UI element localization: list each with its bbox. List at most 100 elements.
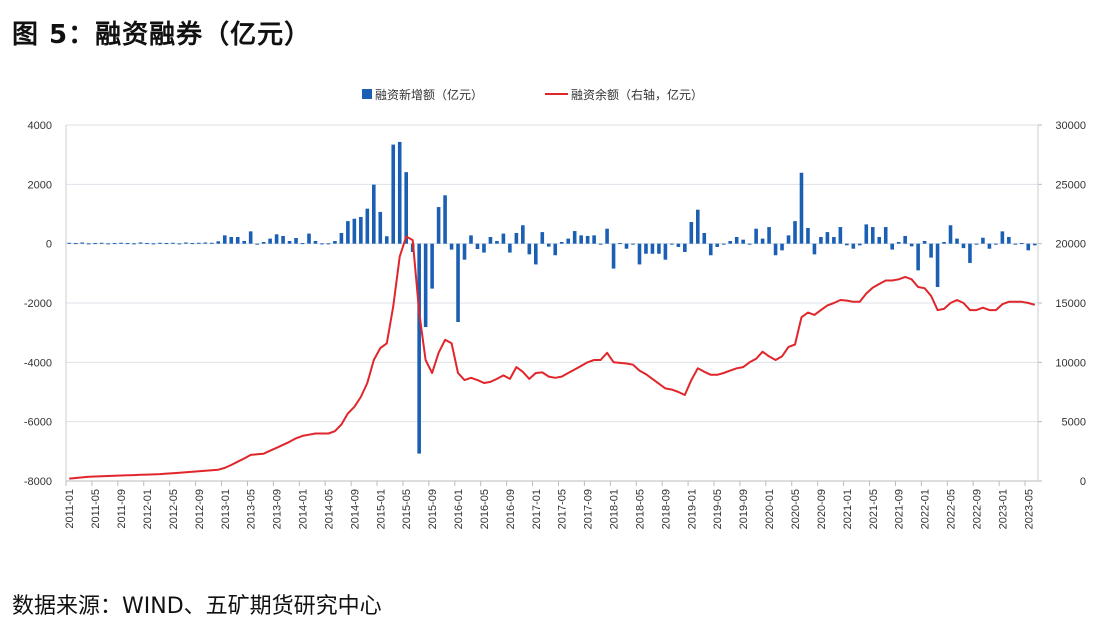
x-tick-label: 2018-01 — [609, 489, 621, 529]
bar — [961, 243, 966, 249]
bar — [786, 235, 791, 244]
bar — [922, 240, 927, 244]
bar — [177, 243, 182, 245]
bar — [93, 243, 97, 245]
x-tick-label: 2022-09 — [971, 489, 983, 529]
y-left-tick-label: -2000 — [24, 298, 52, 310]
y-right-tick-label: 10000 — [1055, 357, 1086, 369]
bar — [974, 243, 979, 245]
x-tick-label: 2014-01 — [298, 489, 310, 529]
bar — [540, 232, 545, 244]
bar — [598, 243, 603, 245]
x-tick-label: 2021-09 — [894, 489, 906, 529]
bar — [825, 232, 830, 244]
bar — [741, 239, 745, 244]
bar — [125, 243, 130, 245]
bar — [864, 224, 869, 244]
x-tick-label: 2022-01 — [920, 489, 932, 529]
x-tick-label: 2012-05 — [168, 489, 180, 529]
bar — [851, 243, 856, 249]
x-tick-label: 2019-01 — [686, 489, 698, 529]
bar — [838, 227, 843, 244]
x-tick-label: 2017-09 — [583, 489, 595, 529]
bar — [909, 243, 914, 247]
x-tick-label: 2020-05 — [790, 489, 802, 529]
bar — [462, 243, 467, 260]
x-tick-label: 2023-05 — [1023, 489, 1035, 529]
x-tick-label: 2013-09 — [272, 489, 284, 529]
line-series — [69, 235, 1036, 480]
bar — [73, 243, 78, 245]
legend-label-bar: 融资新增额（亿元） — [375, 87, 483, 102]
x-tick-label: 2013-05 — [246, 489, 258, 529]
bar — [197, 242, 201, 244]
bar — [1026, 243, 1031, 251]
bar — [99, 242, 104, 244]
bar — [987, 243, 992, 249]
bar — [546, 243, 551, 247]
y-left-tick-label: -4000 — [24, 357, 52, 369]
bar — [430, 243, 434, 289]
bar — [903, 235, 907, 244]
bar — [229, 236, 234, 244]
bar — [799, 172, 804, 244]
y-left-tick-label: 2000 — [28, 179, 52, 191]
bar — [631, 243, 635, 245]
bar — [222, 235, 227, 244]
bar — [521, 225, 525, 244]
bar — [650, 243, 655, 254]
bar — [359, 216, 363, 244]
bar — [203, 242, 208, 244]
bar — [968, 243, 972, 263]
bar — [274, 234, 279, 244]
bar — [858, 243, 862, 246]
x-tick-label: 2019-05 — [712, 489, 724, 529]
bar — [845, 243, 849, 246]
bar — [287, 240, 292, 244]
bar — [611, 243, 616, 269]
bar — [689, 222, 694, 244]
y-left-tick-label: -6000 — [24, 417, 52, 429]
y-left-tick-label: 0 — [46, 239, 52, 251]
x-tick-label: 2023-01 — [997, 489, 1009, 529]
bar — [417, 243, 421, 454]
bar — [773, 243, 778, 256]
bar — [475, 243, 480, 250]
bar — [637, 243, 642, 265]
bar — [702, 232, 707, 244]
bar — [307, 233, 311, 244]
bar — [268, 238, 272, 244]
bar — [676, 243, 681, 247]
bar — [696, 209, 700, 244]
y-right-tick-label: 30000 — [1055, 120, 1086, 132]
bar — [981, 237, 985, 244]
x-tick-label: 2020-09 — [816, 489, 828, 529]
bar — [151, 243, 156, 245]
x-tick-label: 2020-01 — [764, 489, 776, 529]
bar — [495, 240, 499, 244]
bar — [585, 235, 590, 244]
x-tick-label: 2011-09 — [116, 489, 128, 529]
bar — [158, 242, 162, 244]
bar — [423, 243, 428, 328]
bar — [132, 243, 136, 245]
bar — [261, 242, 266, 244]
bar — [456, 243, 460, 322]
bar — [365, 208, 370, 244]
bar — [346, 221, 350, 244]
bar — [657, 243, 661, 254]
bar — [728, 240, 732, 244]
bar — [670, 243, 674, 245]
x-tick-label: 2015-09 — [427, 489, 439, 529]
bar — [579, 235, 583, 244]
x-tick-label: 2022-05 — [946, 489, 958, 529]
bar — [877, 236, 882, 244]
bar — [80, 242, 84, 244]
x-tick-label: 2017-05 — [557, 489, 569, 529]
x-tick-label: 2015-05 — [401, 489, 413, 529]
x-tick-label: 2016-05 — [479, 489, 491, 529]
bar — [806, 227, 810, 244]
bar — [326, 243, 331, 245]
bar — [747, 243, 752, 245]
bar — [384, 236, 389, 244]
